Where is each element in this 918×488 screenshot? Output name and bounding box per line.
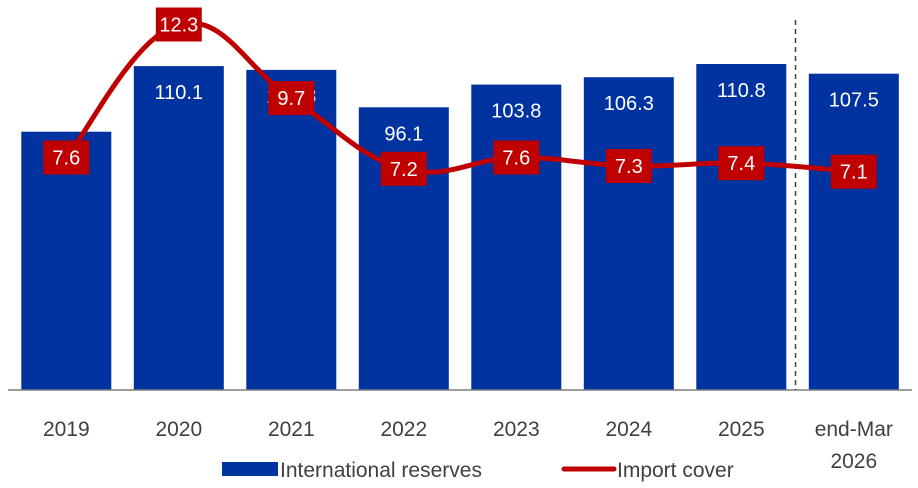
bar-value-label: 96.1 xyxy=(384,123,423,145)
legend-item-import-cover: Import cover xyxy=(561,459,734,482)
bar-0 xyxy=(21,131,112,390)
bar-1 xyxy=(133,66,224,390)
line-value-label: 7.6 xyxy=(52,148,80,170)
line-marker xyxy=(718,146,765,181)
line-data-labels: 7.6 12.3 9.7 7.2 7.6 7.3 7.4 7.1 xyxy=(43,7,877,189)
line-marker xyxy=(43,140,90,175)
bar-3 xyxy=(358,107,449,391)
bar-value-label: 110.8 xyxy=(717,80,766,102)
x-tick-label: 2023 xyxy=(493,418,540,441)
line-point-3: 7.2 xyxy=(380,151,427,186)
line-value-label: 7.4 xyxy=(727,153,755,175)
x-tick-label: 2019 xyxy=(43,418,90,441)
line-value-label: 7.2 xyxy=(390,159,418,181)
line-marker xyxy=(380,151,427,186)
line-point-6: 7.4 xyxy=(718,146,765,181)
legend: International reserves Import cover xyxy=(222,459,734,482)
line-value-label: 9.7 xyxy=(277,88,305,110)
line-value-label: 7.3 xyxy=(615,156,643,178)
legend-label: Import cover xyxy=(617,459,734,482)
legend-label: International reserves xyxy=(280,459,482,482)
x-tick-label: end-Mar 2026 xyxy=(815,418,893,473)
line-value-label: 12.3 xyxy=(159,15,198,37)
bar-series xyxy=(21,64,899,391)
line-point-0: 7.6 xyxy=(43,140,90,175)
bar-4 xyxy=(471,84,562,390)
x-axis-labels: 2019 2020 2021 2022 2023 2024 2025 end-Mar 2026 xyxy=(43,418,893,473)
x-tick-label: 2025 xyxy=(718,418,765,441)
bar-2 xyxy=(246,69,337,391)
line-marker xyxy=(493,140,540,175)
legend-swatch-bar xyxy=(222,462,278,476)
x-tick-label: 2020 xyxy=(155,418,202,441)
line-value-label: 7.6 xyxy=(502,148,530,170)
line-marker xyxy=(268,81,315,116)
bar-7 xyxy=(808,73,899,390)
line-point-7: 7.1 xyxy=(830,154,877,189)
line-point-4: 7.6 xyxy=(493,140,540,175)
line-value-label: 7.1 xyxy=(840,162,868,184)
legend-item-reserves: International reserves xyxy=(222,459,482,482)
line-marker xyxy=(830,154,877,189)
x-tick-label: 2024 xyxy=(605,418,652,441)
bar-5 xyxy=(583,77,674,390)
bar-value-label: 107.5 xyxy=(829,90,879,112)
x-tick-label: 2022 xyxy=(380,418,427,441)
bar-value-label: 110.1 xyxy=(155,82,204,104)
bar-value-label: 106.3 xyxy=(604,93,654,115)
line-point-2: 9.7 xyxy=(268,81,315,116)
x-tick-label: 2021 xyxy=(268,418,315,441)
bar-value-label: 103.8 xyxy=(491,101,541,123)
bar-6 xyxy=(696,64,787,390)
line-point-1: 12.3 xyxy=(155,7,202,42)
line-marker xyxy=(605,149,652,183)
line-point-5: 7.3 xyxy=(605,149,652,183)
line-marker xyxy=(155,7,202,42)
